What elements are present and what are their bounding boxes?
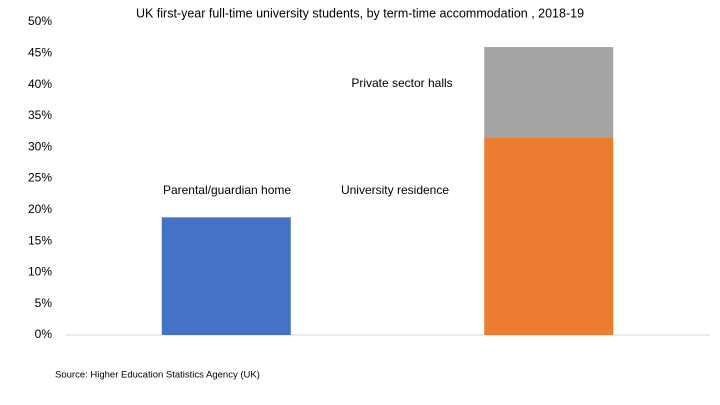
y-tick-label: 10% [28, 265, 52, 279]
y-tick-label: 30% [28, 139, 52, 153]
bar-segment [161, 217, 291, 335]
series-label: University residence [341, 183, 449, 197]
y-tick-label: 35% [28, 108, 52, 122]
y-tick-label: 50% [28, 14, 52, 28]
bar-segment [484, 47, 614, 138]
y-tick-label: 20% [28, 202, 52, 216]
y-tick-label: 40% [28, 77, 52, 91]
source-note: Source: Higher Education Statistics Agen… [55, 370, 260, 381]
y-tick-label: 15% [28, 233, 52, 247]
y-tick-label: 5% [35, 296, 53, 310]
series-label: Parental/guardian home [163, 183, 291, 197]
series-label: Private sector halls [351, 76, 452, 90]
y-tick-label: 45% [28, 45, 52, 59]
chart-title: UK first-year full-time university stude… [136, 6, 584, 20]
bar-segment [484, 137, 614, 335]
y-tick-label: 25% [28, 171, 52, 185]
y-tick-label: 0% [35, 327, 53, 341]
